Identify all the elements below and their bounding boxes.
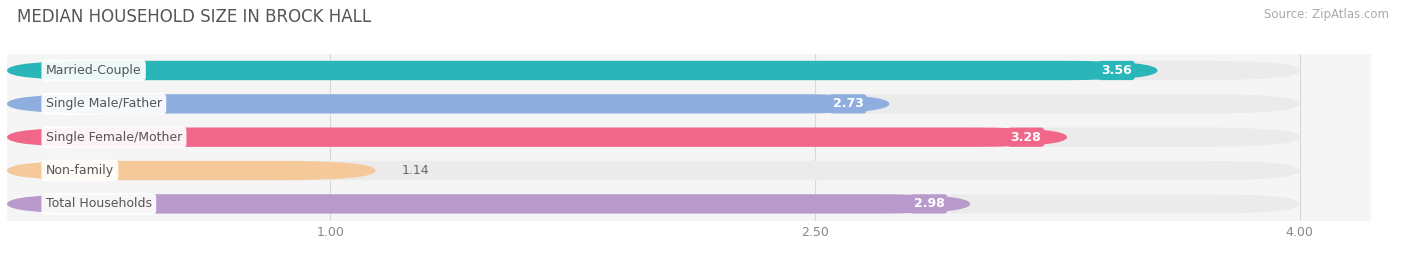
FancyBboxPatch shape [7, 61, 1157, 80]
FancyBboxPatch shape [7, 128, 1067, 147]
Text: Single Male/Father: Single Male/Father [46, 97, 162, 110]
FancyBboxPatch shape [7, 94, 1299, 114]
Text: Single Female/Mother: Single Female/Mother [46, 131, 181, 144]
Text: 3.28: 3.28 [1011, 131, 1042, 144]
Text: MEDIAN HOUSEHOLD SIZE IN BROCK HALL: MEDIAN HOUSEHOLD SIZE IN BROCK HALL [17, 8, 371, 26]
Text: Non-family: Non-family [46, 164, 114, 177]
FancyBboxPatch shape [7, 128, 1299, 147]
FancyBboxPatch shape [7, 61, 1299, 80]
Text: 2.98: 2.98 [914, 197, 945, 210]
Text: 2.73: 2.73 [832, 97, 863, 110]
Text: 3.56: 3.56 [1101, 64, 1132, 77]
FancyBboxPatch shape [7, 194, 1299, 214]
Text: Source: ZipAtlas.com: Source: ZipAtlas.com [1264, 8, 1389, 21]
FancyBboxPatch shape [7, 161, 375, 180]
Text: Total Households: Total Households [46, 197, 152, 210]
FancyBboxPatch shape [7, 161, 1299, 180]
Text: Married-Couple: Married-Couple [46, 64, 142, 77]
FancyBboxPatch shape [7, 94, 890, 114]
Text: 1.14: 1.14 [401, 164, 429, 177]
FancyBboxPatch shape [7, 194, 970, 214]
